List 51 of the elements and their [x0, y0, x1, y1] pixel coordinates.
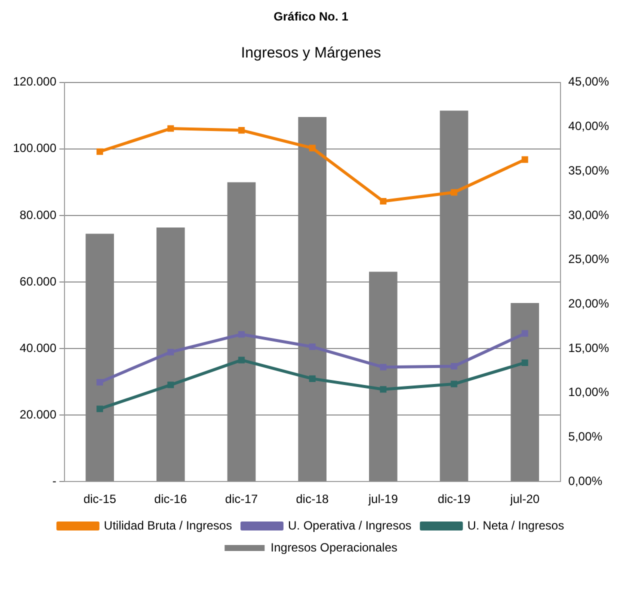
x-tick-label: jul-20: [509, 492, 540, 506]
point: [380, 198, 386, 205]
y-tick-label: 60.000: [20, 274, 57, 288]
y-tick-label: 120.000: [12, 74, 57, 89]
legend-label: Ingresos Operacionales: [270, 540, 398, 554]
y-tick-label: 80.000: [20, 208, 57, 222]
point: [522, 359, 528, 366]
y2-tick-label: 15,00%: [568, 340, 610, 355]
y2-tick-label: 0,00%: [568, 474, 603, 488]
point: [167, 382, 174, 388]
chart-subtitle: Ingresos y Márgenes: [240, 44, 382, 62]
point: [522, 330, 528, 337]
y2-tick-label: 30,00%: [568, 208, 610, 222]
chart-title: Gráfico No. 1: [274, 10, 349, 24]
y-tick-label: -: [52, 474, 56, 488]
y2-tick-label: 20,00%: [568, 296, 610, 310]
point: [380, 386, 386, 393]
y2-tick-label: 5,00%: [568, 430, 603, 444]
point: [522, 156, 528, 163]
point: [238, 127, 245, 134]
y2-tick-label: 45,00%: [568, 74, 610, 89]
legend-label: Utilidad Bruta / Ingresos: [104, 518, 232, 532]
y2-tick-label: 40,00%: [568, 119, 610, 134]
point: [238, 331, 245, 338]
point: [450, 189, 458, 196]
y2-tick-label: 25,00%: [568, 252, 610, 266]
point: [167, 125, 174, 132]
point: [309, 144, 316, 152]
x-tick-label: dic-17: [225, 492, 258, 506]
x-tick-label: dic-19: [438, 492, 471, 506]
legend-label: U. Operativa / Ingresos: [288, 518, 412, 532]
y-tick-label: 100.000: [12, 141, 57, 156]
y2-tick-label: 10,00%: [568, 385, 610, 400]
legend-label: U. Neta / Ingresos: [467, 518, 564, 532]
point: [450, 380, 458, 388]
point: [96, 406, 104, 412]
point: [167, 348, 174, 356]
y-tick-label: 20.000: [20, 407, 57, 422]
point: [238, 356, 245, 364]
point: [96, 148, 104, 155]
point: [380, 364, 386, 370]
y-tick-label: 40.000: [20, 340, 57, 355]
point: [96, 378, 104, 386]
x-tick-label: dic-18: [296, 492, 330, 506]
x-tick-label: dic-15: [83, 492, 116, 506]
x-tick-label: jul-19: [368, 492, 398, 506]
y2-tick-label: 35,00%: [568, 163, 610, 178]
point: [450, 363, 458, 370]
point: [309, 375, 316, 382]
point: [309, 343, 316, 350]
x-tick-label: dic-16: [154, 492, 188, 506]
